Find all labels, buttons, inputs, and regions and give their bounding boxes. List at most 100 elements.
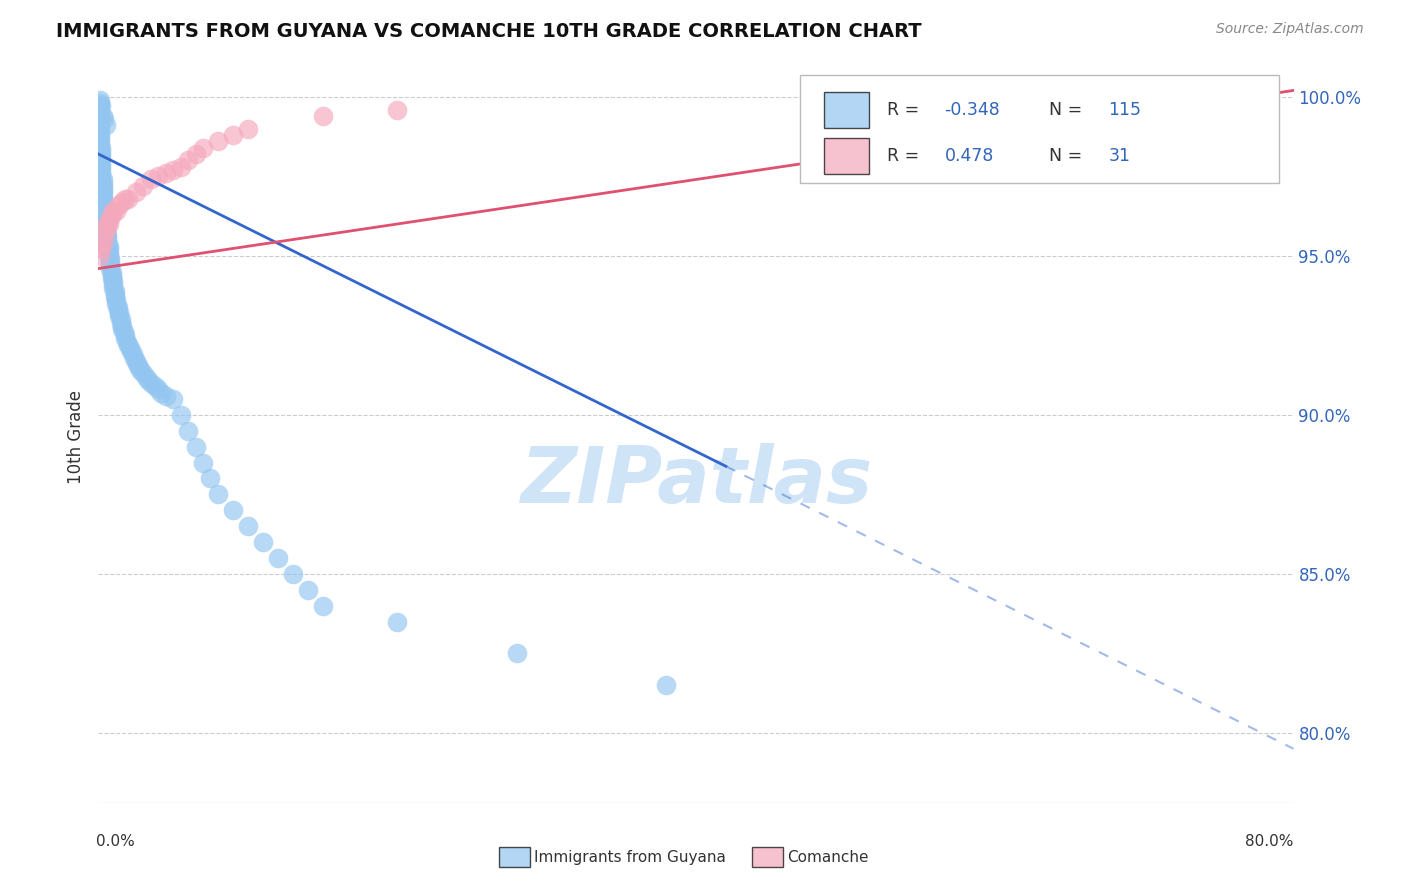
Point [94, 217, 117, 231]
Point [108, 198, 131, 212]
Point [148, 169, 170, 184]
Point [207, 134, 229, 148]
Point [125, 185, 148, 199]
Point [94, 119, 117, 133]
Point [91, 178, 114, 193]
Point [94, 223, 117, 237]
Point [90, 243, 112, 257]
Point [191, 141, 214, 155]
Point [984, 90, 1007, 104]
Text: 115: 115 [1108, 101, 1142, 119]
Text: 0.0%: 0.0% [96, 834, 135, 849]
Point [104, 290, 127, 304]
Point [184, 147, 207, 161]
Point [184, 440, 207, 454]
Point [90, 150, 112, 164]
Point [89, 99, 111, 113]
Point [89, 105, 111, 120]
Point [89, 93, 111, 107]
Point [89, 125, 111, 139]
Point [236, 121, 259, 136]
Point [101, 271, 124, 285]
Point [120, 344, 142, 359]
Point [118, 341, 141, 355]
Text: -0.348: -0.348 [945, 101, 1000, 119]
Point [94, 211, 117, 225]
Point [97, 249, 120, 263]
Point [155, 166, 177, 180]
Point [114, 331, 136, 345]
Point [96, 227, 118, 241]
Point [108, 310, 131, 324]
Point [311, 599, 333, 613]
Text: IMMIGRANTS FROM GUYANA VS COMANCHE 10TH GRADE CORRELATION CHART: IMMIGRANTS FROM GUYANA VS COMANCHE 10TH … [56, 22, 922, 41]
Point [98, 261, 122, 276]
Point [94, 214, 117, 228]
Point [90, 147, 112, 161]
Point [311, 109, 333, 123]
Point [96, 217, 118, 231]
Point [93, 229, 115, 244]
Point [139, 376, 162, 390]
Point [111, 318, 134, 333]
Point [385, 103, 409, 117]
Point [110, 316, 132, 330]
Point [90, 163, 112, 178]
Point [177, 153, 200, 168]
Point [90, 153, 112, 168]
Point [127, 357, 149, 371]
Point [89, 121, 111, 136]
Point [207, 487, 229, 501]
Point [162, 163, 184, 178]
Point [96, 236, 118, 251]
Point [236, 519, 259, 533]
Point [93, 201, 115, 215]
Point [91, 185, 114, 199]
Point [110, 312, 132, 326]
Point [117, 338, 139, 352]
Point [114, 328, 136, 343]
Point [129, 363, 152, 377]
Text: R =: R = [887, 101, 925, 119]
Y-axis label: 10th Grade: 10th Grade [67, 390, 86, 484]
Point [105, 204, 128, 219]
Point [169, 408, 191, 422]
Point [104, 284, 127, 298]
FancyBboxPatch shape [800, 75, 1279, 183]
Point [90, 160, 112, 174]
Point [191, 456, 214, 470]
Point [90, 144, 112, 158]
Point [96, 233, 118, 247]
Point [91, 172, 114, 186]
Point [89, 96, 111, 111]
Point [94, 223, 117, 237]
Point [169, 160, 191, 174]
FancyBboxPatch shape [824, 92, 869, 128]
Text: 31: 31 [1108, 147, 1130, 165]
Point [89, 137, 111, 152]
Point [297, 582, 319, 597]
Point [281, 566, 304, 581]
Point [89, 115, 111, 129]
Point [91, 192, 114, 206]
Point [90, 169, 112, 184]
Point [107, 300, 129, 314]
Text: Immigrants from Guyana: Immigrants from Guyana [534, 850, 725, 864]
Text: 0.478: 0.478 [945, 147, 994, 165]
Point [89, 103, 111, 117]
Point [98, 258, 122, 272]
Point [252, 535, 274, 549]
Point [136, 373, 159, 387]
Text: ZIPatlas: ZIPatlas [520, 443, 872, 519]
Point [89, 131, 111, 145]
Text: N =: N = [1049, 147, 1092, 165]
Point [200, 471, 222, 485]
Point [89, 134, 111, 148]
Point [150, 385, 173, 400]
Point [155, 389, 177, 403]
Point [267, 550, 290, 565]
Point [89, 112, 111, 126]
Point [222, 503, 245, 517]
Text: Comanche: Comanche [787, 850, 869, 864]
Point [91, 176, 114, 190]
